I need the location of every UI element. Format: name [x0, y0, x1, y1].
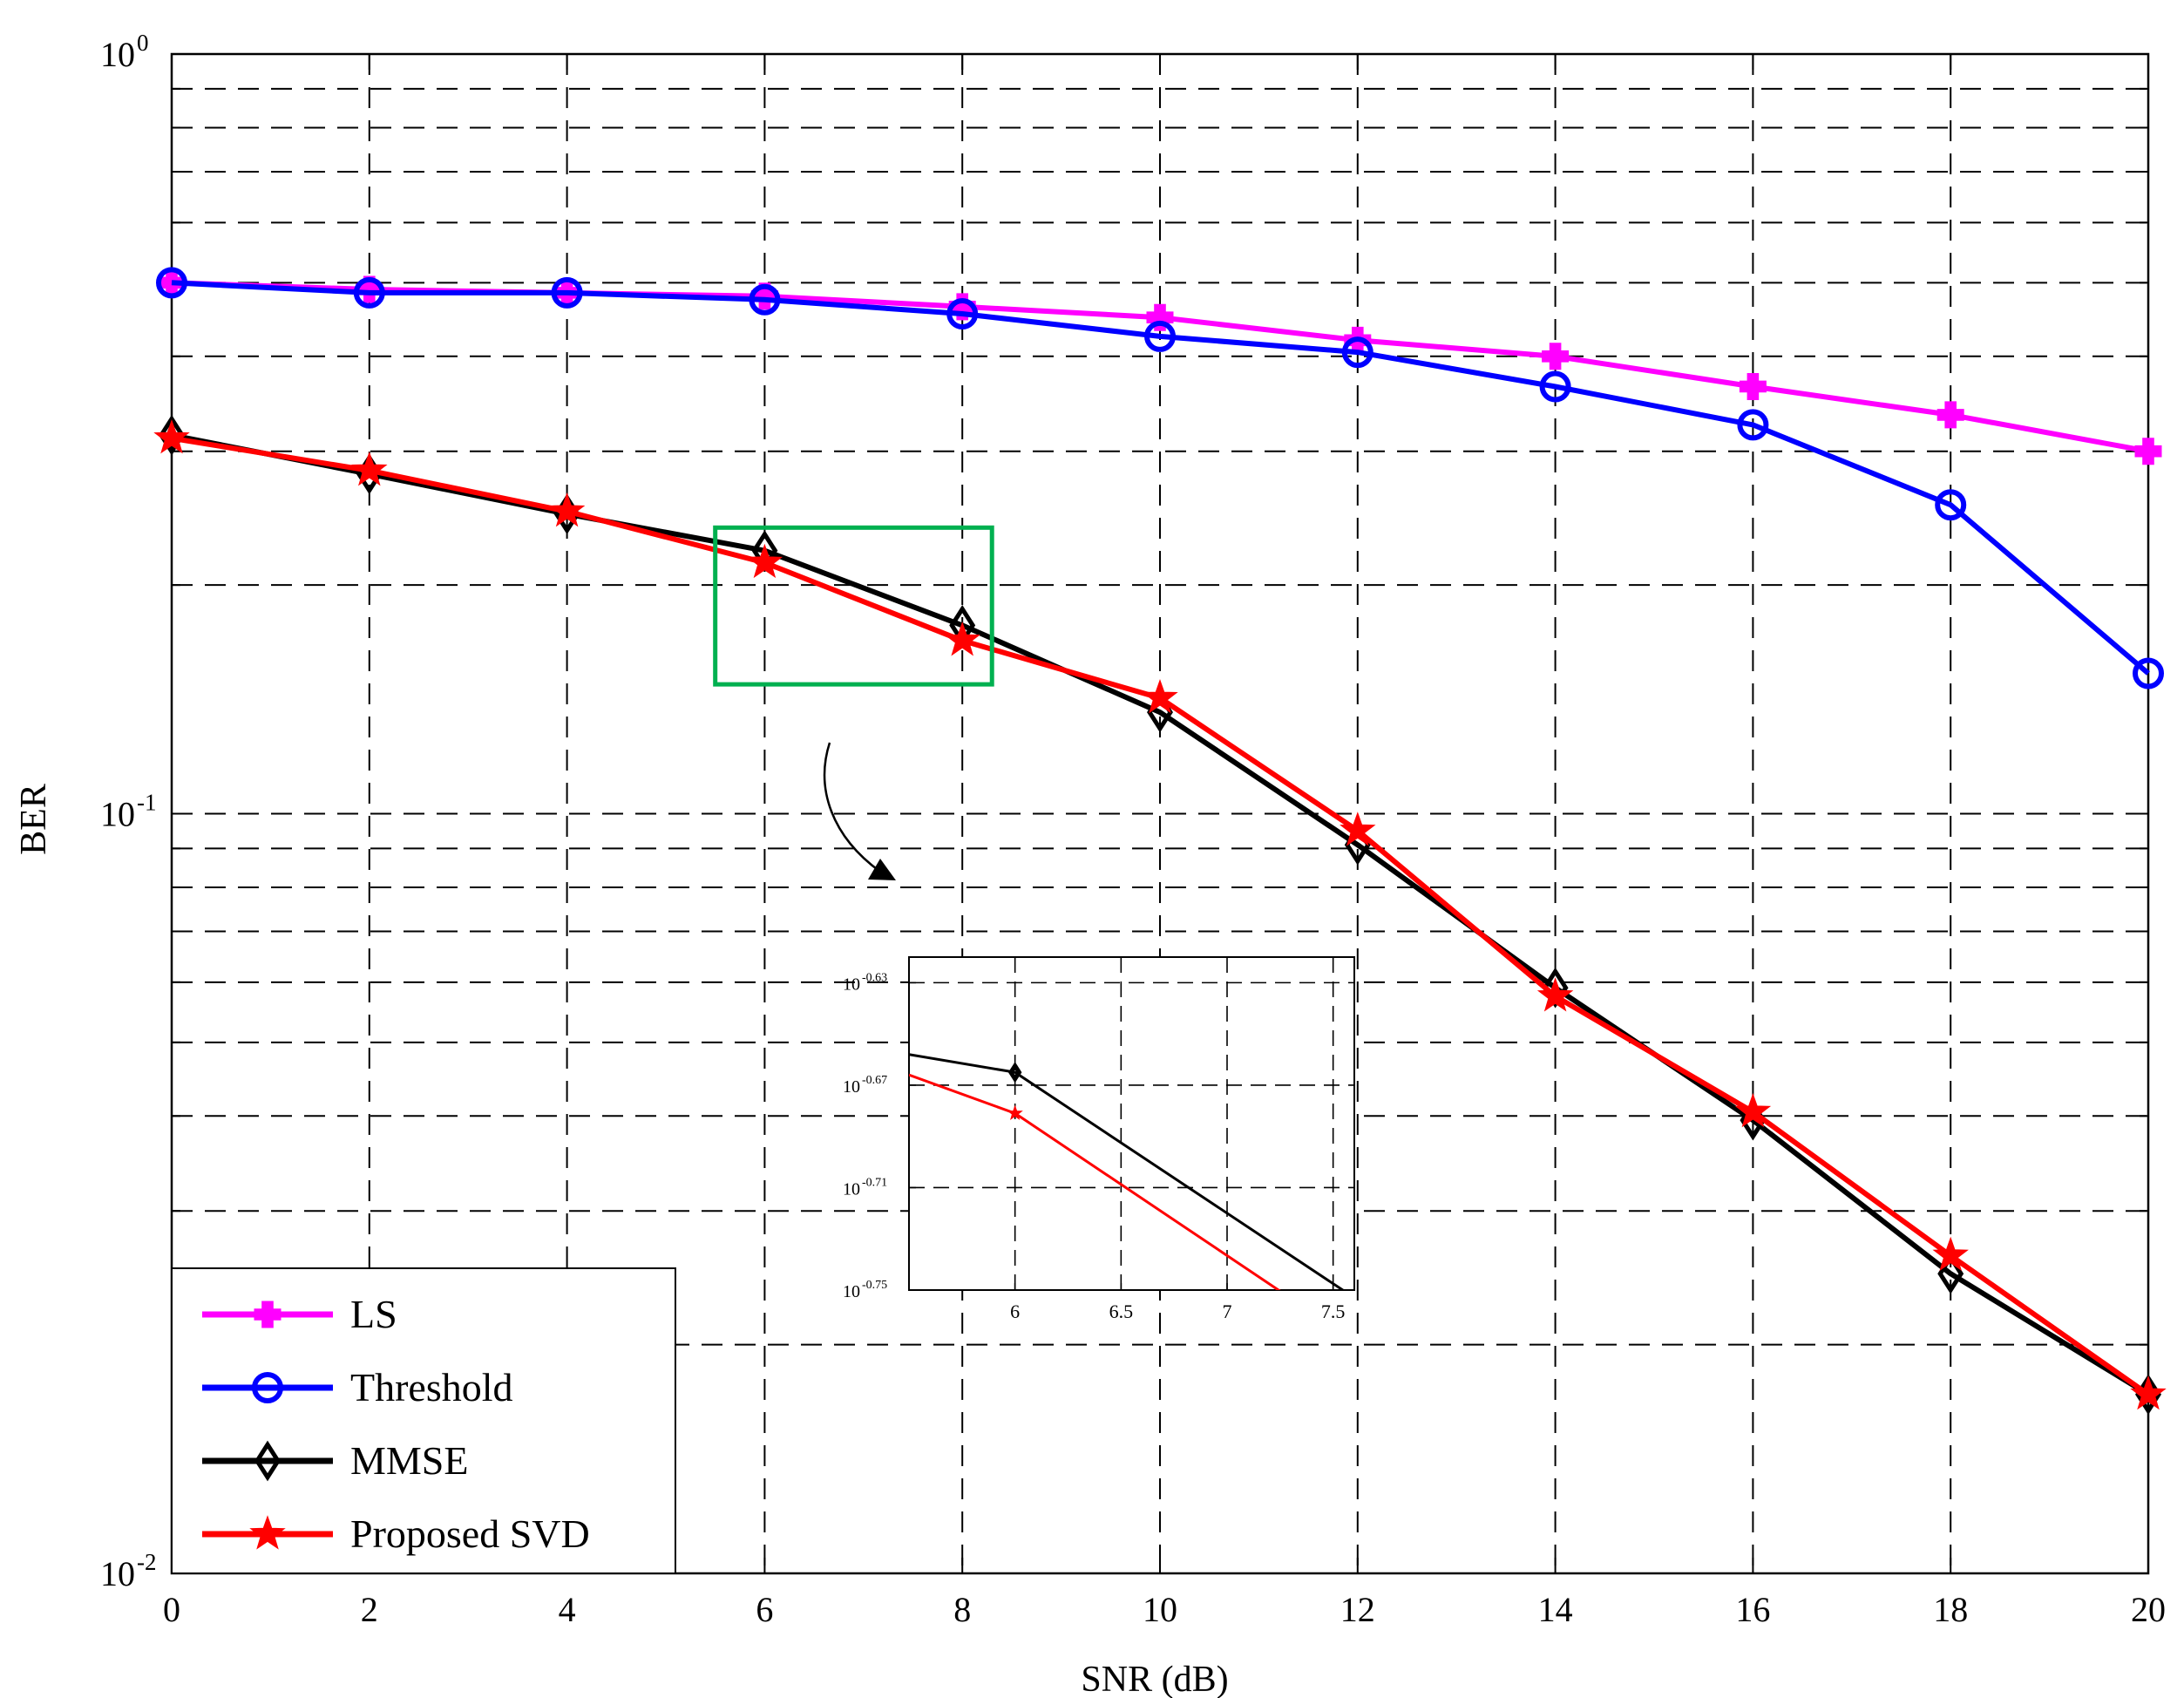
overlay-layer [713, 525, 994, 880]
marker-plus [254, 1301, 281, 1328]
series-line [171, 432, 2150, 1397]
x-tick-label: 12 [1340, 1590, 1375, 1629]
marker-circle [156, 267, 187, 299]
marker-circle [1539, 370, 1571, 403]
marker-plus [1542, 343, 1570, 370]
x-tick-label: 0 [163, 1590, 180, 1629]
marker-star [944, 621, 980, 656]
x-tick-label: 18 [1933, 1590, 1968, 1629]
inset-y-tick-label: 10 -0.67 [843, 1074, 887, 1097]
marker-plus [1146, 303, 1174, 331]
legend-entry-mmse: MMSE [202, 1438, 468, 1483]
x-tick-label: 10 [1143, 1590, 1177, 1629]
marker-circle [1935, 489, 1967, 521]
x-tick-label: 20 [2131, 1590, 2166, 1629]
marker-diamond [254, 1440, 281, 1482]
marker-star [1340, 812, 1376, 846]
zoom-highlight-box [713, 525, 994, 687]
legend-label: Threshold [350, 1365, 513, 1409]
marker-plus [1936, 401, 1964, 429]
marker-star [548, 492, 586, 527]
marker-diamond [159, 414, 185, 456]
marker-star [1007, 1104, 1023, 1121]
zoom-arrow [823, 742, 881, 873]
legend: LS Threshold MMSE Proposed SVD [171, 1267, 676, 1574]
inset-series-proposed-svd [909, 1073, 1281, 1290]
marker-star [1932, 1236, 1969, 1272]
legend-label: Proposed SVD [350, 1511, 590, 1556]
zoom-arrowhead [868, 859, 896, 880]
inset-x-tick-label: 6.5 [1109, 1301, 1134, 1322]
inset-layer: 6 6.5 7 7.5 10 -0.63 10 -0.67 10 -0.71 10 -0.75 [843, 956, 1355, 1322]
legend-label: LS [350, 1292, 397, 1336]
x-axis-label: SNR (dB) [1081, 1660, 1228, 1698]
marker-star [2130, 1375, 2167, 1410]
marker-circle [1737, 409, 1769, 441]
marker-circle [252, 1372, 283, 1403]
marker-circle [353, 276, 385, 309]
x-tick-label: 2 [361, 1590, 378, 1629]
x-tick-label: 6 [756, 1590, 773, 1629]
y-axis-label: BER [14, 784, 54, 855]
x-tick-label: 16 [1735, 1590, 1770, 1629]
series-proposed-svd [153, 419, 2167, 1410]
y-tick-label: 10-1 [100, 790, 157, 834]
series-layer [153, 267, 2167, 1416]
legend-entry-proposed-svd: Proposed SVD [202, 1511, 590, 1556]
legend-label: MMSE [350, 1438, 468, 1483]
x-tick-label: 8 [953, 1590, 971, 1629]
inset-x-tick-label: 7 [1223, 1301, 1232, 1322]
inset-y-tick-label: 10 -0.63 [843, 971, 887, 994]
marker-diamond [1542, 967, 1569, 1009]
marker-star [1142, 678, 1178, 714]
marker-star [351, 451, 388, 486]
marker-plus [1739, 372, 1767, 400]
marker-circle [749, 283, 781, 316]
inset-x-tick-label: 6 [1010, 1301, 1020, 1322]
inset-series-line [909, 1053, 1346, 1290]
marker-star [746, 543, 783, 579]
marker-plus [2134, 438, 2162, 465]
x-tick-label: 4 [559, 1590, 576, 1629]
series-threshold [156, 267, 2164, 689]
marker-star [1536, 977, 1574, 1012]
marker-circle [551, 276, 583, 309]
inset-frame [908, 956, 1355, 1291]
inset-series-mmse [909, 1053, 1346, 1290]
marker-star [1734, 1092, 1772, 1128]
series-line [171, 280, 2150, 676]
inset-y-tick-label: 10 -0.71 [843, 1176, 887, 1199]
marker-diamond [1007, 1062, 1022, 1083]
marker-circle [1144, 320, 1176, 352]
legend-entry-threshold: Threshold [202, 1365, 513, 1409]
y-tick-label: 100 [100, 30, 149, 74]
inset-x-tick-label: 7.5 [1321, 1301, 1346, 1322]
inset-y-tick-label: 10 -0.75 [843, 1279, 887, 1301]
marker-star [153, 419, 190, 454]
y-tick-label: 10-2 [100, 1549, 157, 1593]
marker-circle [2133, 657, 2164, 689]
x-tick-label: 14 [1538, 1590, 1573, 1629]
legend-entry-ls: LS [202, 1292, 397, 1336]
marker-circle [946, 298, 979, 330]
marker-circle [1341, 336, 1373, 369]
marker-diamond [1937, 1253, 1964, 1294]
marker-star [249, 1515, 286, 1550]
axes-layer: 0 2 4 6 8 10 12 14 16 18 20 100 10-1 10-2 [100, 30, 2166, 1629]
